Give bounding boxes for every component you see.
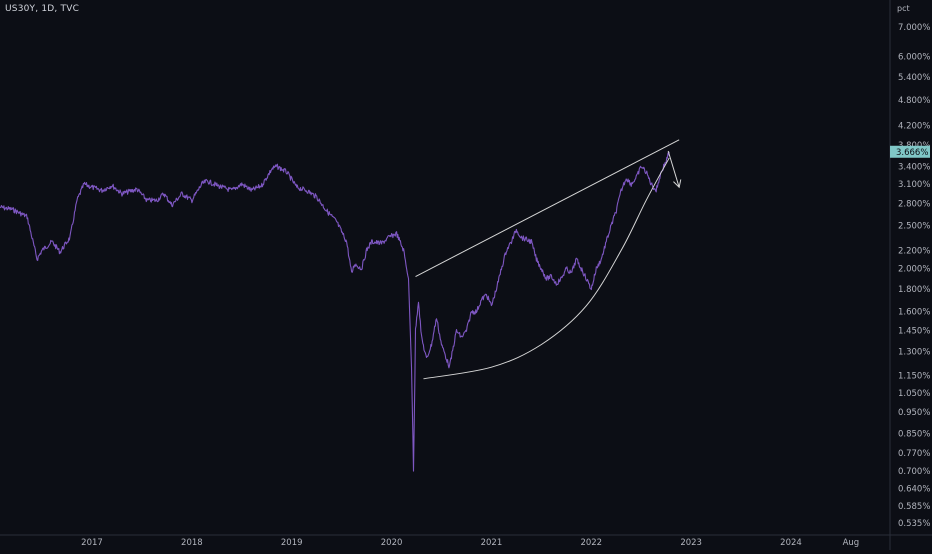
time-tick-label: 2024 — [780, 538, 802, 548]
price-tick-label: 7.000% — [898, 23, 930, 33]
symbol-label: US30Y, 1D, TVC — [5, 4, 80, 14]
price-tick-label: 1.450% — [898, 327, 930, 337]
price-tick-label: 0.770% — [898, 449, 930, 459]
last-price-tag — [890, 145, 930, 158]
price-tick-label: 2.200% — [898, 246, 930, 256]
price-tick-label: 6.000% — [898, 53, 930, 63]
time-tick-label: 2020 — [381, 538, 403, 548]
price-axis-unit: pct — [897, 4, 910, 13]
price-tick-label: 1.800% — [898, 285, 930, 295]
time-tick-label: 2022 — [580, 538, 602, 548]
time-axis[interactable]: 2017 2018 2019 2020 2021 2022 2023 2024 Aug — [0, 534, 932, 548]
price-tick-label: 2.000% — [898, 265, 930, 275]
price-tick-label: 4.800% — [898, 96, 930, 106]
price-tick-label: 3.100% — [898, 180, 930, 190]
price-tick-label: 1.150% — [898, 371, 930, 381]
price-tick-label: 0.640% — [898, 484, 930, 494]
forecast-arrow-head — [673, 179, 682, 189]
last-price-label: 3.666% — [896, 148, 928, 158]
price-tick-label: 0.850% — [898, 430, 930, 440]
price-tick-label: 1.050% — [898, 389, 930, 399]
price-tick-label: 2.500% — [898, 222, 930, 232]
price-series-line — [0, 151, 670, 472]
price-axis[interactable]: pct7.000%6.000%5.400%4.800%4.200%3.800%3… — [889, 0, 930, 550]
plot-area — [0, 139, 682, 472]
time-tick-label: 2021 — [481, 538, 503, 548]
time-tick-label: 2018 — [181, 538, 203, 548]
trendline — [415, 139, 680, 277]
forecast-arrow — [667, 150, 680, 188]
price-tick-label: 1.600% — [898, 308, 930, 318]
time-tick-label: 2019 — [281, 538, 303, 548]
price-tick-label: 0.700% — [898, 467, 930, 477]
time-tick-label: Aug — [843, 538, 860, 548]
support-arc — [423, 157, 670, 380]
price-tick-label: 4.200% — [898, 122, 930, 132]
price-tick-label: 1.300% — [898, 348, 930, 358]
time-tick-label: 2023 — [680, 538, 702, 548]
price-tick-label: 0.585% — [898, 502, 930, 512]
price-tick-label: 3.400% — [898, 162, 930, 172]
price-tick-label: 0.535% — [898, 519, 930, 529]
price-tick-label: 0.950% — [898, 408, 930, 418]
time-tick-label: 2017 — [81, 538, 103, 548]
price-tick-label: 5.400% — [898, 73, 930, 83]
price-tick-label: 2.800% — [898, 200, 930, 210]
